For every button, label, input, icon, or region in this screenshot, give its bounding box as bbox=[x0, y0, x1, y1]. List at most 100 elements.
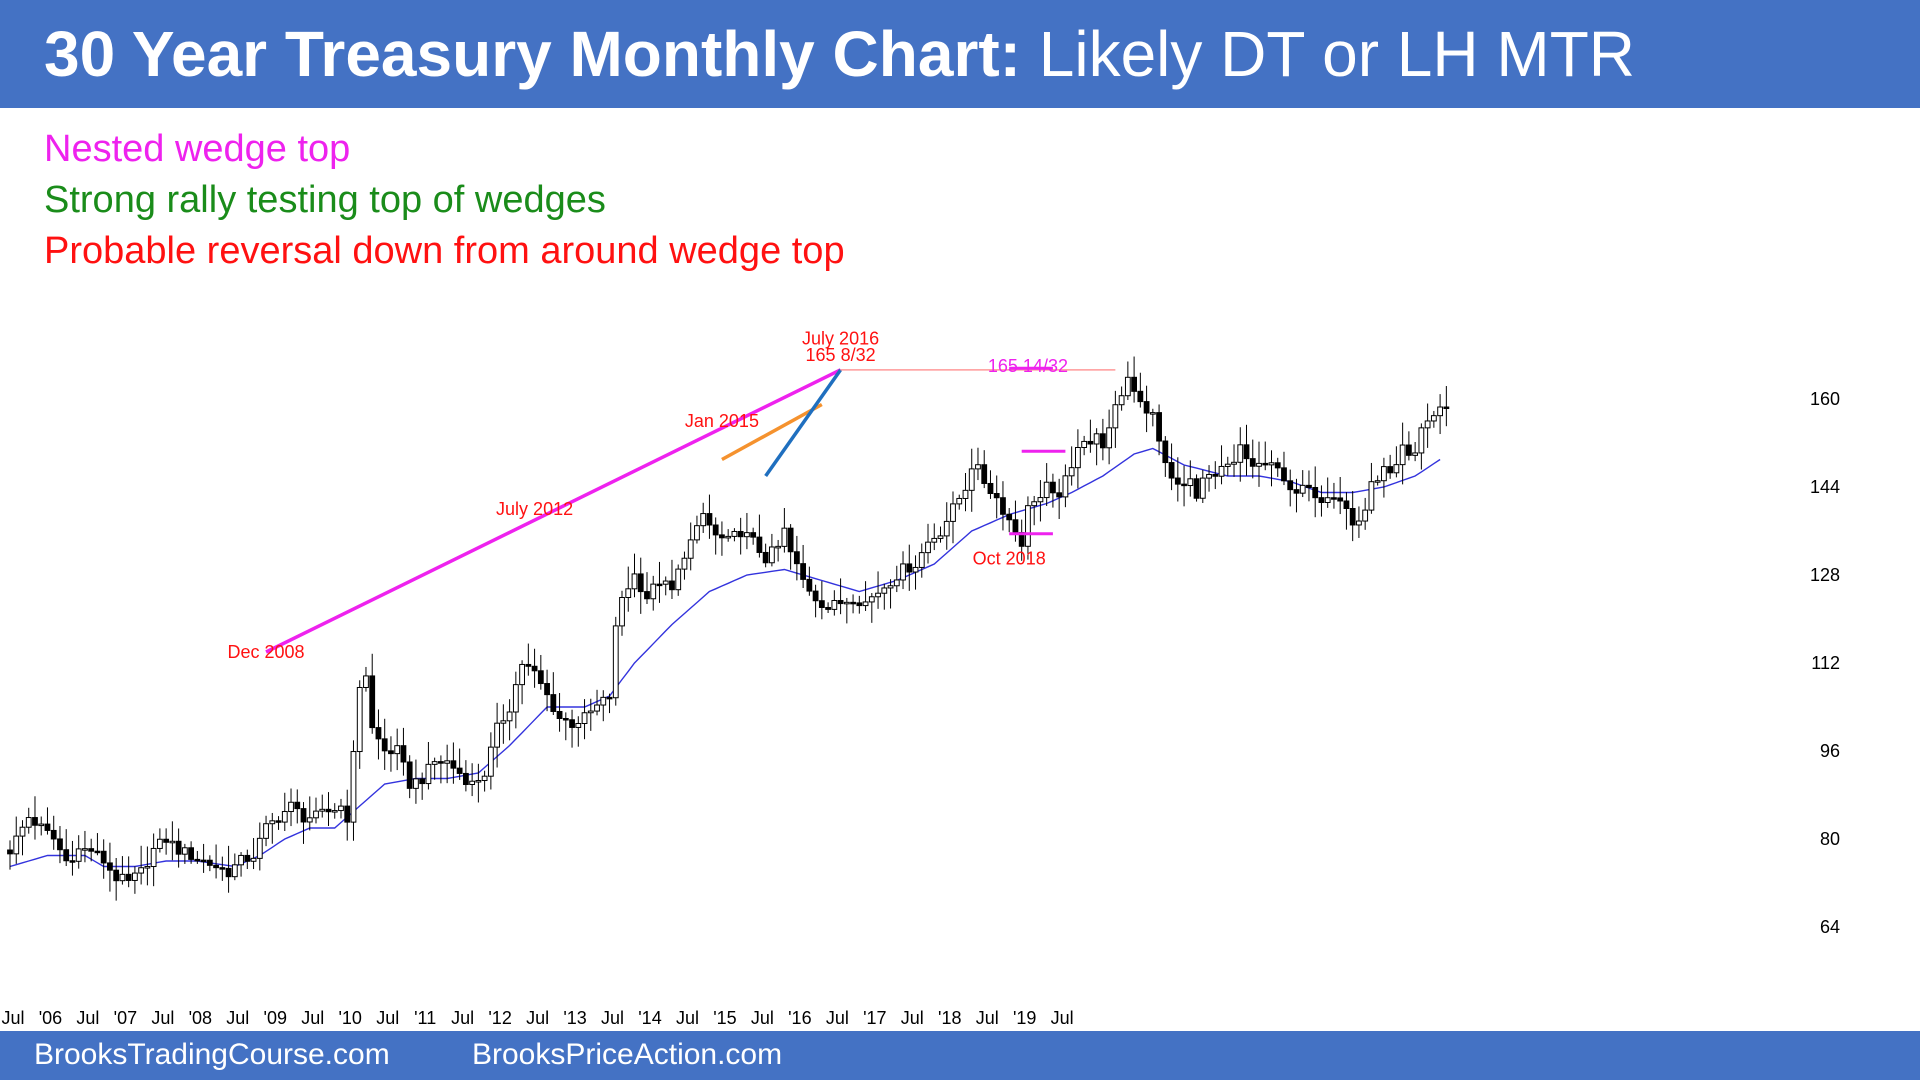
candle-body-213 bbox=[1337, 497, 1344, 502]
candle-body-35 bbox=[225, 867, 232, 878]
x-tick-label-9: '10 bbox=[338, 1008, 361, 1028]
candle-body-161 bbox=[1012, 519, 1019, 534]
candle-body-188 bbox=[1181, 483, 1187, 487]
candle-body-74 bbox=[469, 780, 476, 785]
candle-body-93 bbox=[587, 710, 594, 714]
candle-body-78 bbox=[494, 722, 501, 748]
candle-body-65 bbox=[413, 778, 419, 789]
candle-body-186 bbox=[1168, 462, 1175, 479]
x-tick-label-4: Jul bbox=[151, 1008, 174, 1028]
candle-body-23 bbox=[150, 847, 157, 868]
note-strong-rally: Strong rally testing top of wedges bbox=[44, 179, 606, 221]
candle-body-135 bbox=[850, 601, 856, 605]
wedge-top-line bbox=[265, 368, 842, 654]
candle-body-167 bbox=[1050, 481, 1056, 494]
x-tick-label-25: '18 bbox=[938, 1008, 961, 1028]
candle-body-134 bbox=[843, 601, 850, 605]
footer-bar: BrooksTradingCourse.com BrooksPriceActio… bbox=[0, 1031, 1920, 1080]
candle-body-120 bbox=[756, 536, 763, 553]
footer-right-link[interactable]: BrooksPriceAction.com bbox=[472, 1038, 783, 1071]
candle-body-163 bbox=[1025, 505, 1031, 547]
candle-body-128 bbox=[806, 578, 813, 592]
candle-body-56 bbox=[356, 686, 363, 753]
candle-body-13 bbox=[88, 848, 95, 852]
candle-body-171 bbox=[1074, 447, 1081, 469]
x-tick-label-7: '09 bbox=[264, 1008, 287, 1028]
candle-body-225 bbox=[1412, 452, 1419, 456]
candle-body-84 bbox=[531, 665, 538, 672]
candle-body-193 bbox=[1212, 473, 1219, 477]
candle-body-221 bbox=[1387, 466, 1394, 474]
candle-body-208 bbox=[1306, 484, 1312, 488]
candle-body-214 bbox=[1343, 500, 1350, 510]
candle-body-80 bbox=[506, 711, 513, 722]
candle-body-43 bbox=[275, 820, 282, 823]
candle-body-185 bbox=[1162, 440, 1169, 464]
candle-body-82 bbox=[519, 663, 525, 686]
x-tick-label-10: Jul bbox=[376, 1008, 399, 1028]
candle-body-57 bbox=[363, 675, 369, 688]
candle-body-132 bbox=[831, 600, 838, 610]
candle-body-85 bbox=[537, 670, 544, 685]
candle-body-49 bbox=[313, 810, 319, 819]
candle-body-108 bbox=[681, 557, 688, 570]
candle-body-136 bbox=[856, 602, 863, 607]
candle-body-101 bbox=[637, 573, 644, 593]
candle-body-150 bbox=[943, 520, 950, 537]
candle-body-77 bbox=[487, 746, 494, 777]
candle-body-219 bbox=[1374, 480, 1381, 483]
x-tick-label-28: Jul bbox=[1051, 1008, 1074, 1028]
candle-body-220 bbox=[1381, 466, 1387, 482]
candle-body-106 bbox=[669, 580, 675, 591]
candle-body-173 bbox=[1087, 440, 1094, 445]
candle-body-154 bbox=[968, 468, 975, 491]
candle-body-102 bbox=[644, 591, 650, 600]
candle-body-34 bbox=[219, 867, 226, 870]
x-tick-label-15: '13 bbox=[563, 1008, 586, 1028]
page-title: 30 Year Treasury Monthly Chart: Likely D… bbox=[44, 14, 1635, 94]
x-tick-label-21: '16 bbox=[788, 1008, 811, 1028]
candle-body-184 bbox=[1156, 412, 1162, 442]
candle-body-133 bbox=[837, 600, 844, 605]
candle-body-210 bbox=[1318, 497, 1325, 504]
candle-body-45 bbox=[288, 801, 294, 813]
candle-body-159 bbox=[1000, 497, 1006, 515]
title-bold: 30 Year Treasury Monthly Chart: bbox=[44, 18, 1021, 90]
candle-body-148 bbox=[931, 537, 938, 543]
candle-body-179 bbox=[1124, 376, 1131, 397]
candle-body-117 bbox=[737, 530, 744, 538]
x-tick-label-3: '07 bbox=[114, 1008, 137, 1028]
candle-body-28 bbox=[181, 847, 188, 855]
blue-line bbox=[764, 368, 843, 478]
candle-body-42 bbox=[269, 820, 276, 825]
annotation-label-5: 165 14/32 bbox=[988, 356, 1068, 376]
candle-body-122 bbox=[768, 546, 775, 564]
candle-body-71 bbox=[450, 760, 457, 769]
candle-body-125 bbox=[787, 527, 794, 553]
candle-body-180 bbox=[1131, 376, 1137, 392]
candle-body-138 bbox=[868, 596, 875, 603]
candle-body-103 bbox=[650, 583, 657, 600]
candle-body-211 bbox=[1324, 497, 1331, 504]
candle-body-72 bbox=[456, 767, 463, 774]
candle-body-98 bbox=[619, 596, 625, 627]
candle-body-124 bbox=[781, 527, 788, 547]
candle-body-104 bbox=[656, 583, 663, 587]
candle-body-3 bbox=[25, 817, 32, 828]
candle-body-196 bbox=[1231, 461, 1237, 465]
footer-left-link[interactable]: BrooksTradingCourse.com bbox=[34, 1038, 390, 1071]
candle-body-30 bbox=[194, 858, 201, 862]
candle-body-165 bbox=[1037, 497, 1044, 503]
annotation-label-1: July 2012 bbox=[496, 499, 573, 519]
candle-body-88 bbox=[556, 710, 563, 720]
candle-body-142 bbox=[893, 579, 900, 587]
candle-body-12 bbox=[82, 848, 88, 851]
candle-body-111 bbox=[700, 513, 707, 527]
candle-body-7 bbox=[50, 829, 57, 840]
candle-body-60 bbox=[381, 738, 388, 752]
candle-body-217 bbox=[1362, 509, 1369, 522]
x-tick-label-17: '14 bbox=[638, 1008, 661, 1028]
candle-body-107 bbox=[675, 568, 682, 591]
candle-body-4 bbox=[32, 817, 38, 826]
candle-body-145 bbox=[912, 566, 919, 573]
